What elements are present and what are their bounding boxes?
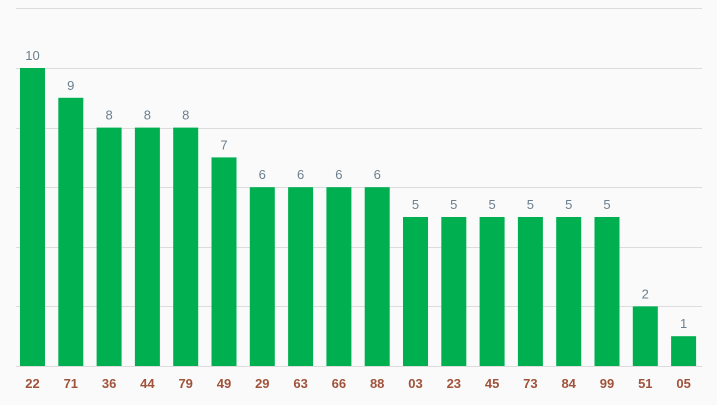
- bar-71: [58, 97, 84, 367]
- category-label-22: 22: [25, 376, 39, 391]
- value-label-84: 5: [565, 197, 572, 212]
- value-label-99: 5: [603, 197, 610, 212]
- bar-23: [441, 217, 467, 366]
- bar-84: [556, 217, 582, 366]
- bar-03: [403, 217, 428, 366]
- value-label-29: 6: [259, 167, 266, 182]
- value-label-22: 10: [25, 48, 39, 63]
- value-label-05: 1: [680, 316, 687, 331]
- grid-layer: [16, 8, 702, 367]
- category-label-29: 29: [255, 376, 269, 391]
- category-label-88: 88: [370, 376, 384, 391]
- category-label-05: 05: [676, 376, 690, 391]
- value-label-73: 5: [527, 197, 534, 212]
- bar-36: [96, 127, 122, 366]
- value-label-88: 6: [374, 167, 381, 182]
- value-label-71: 9: [67, 78, 74, 93]
- bar-73: [517, 217, 543, 366]
- bar-05: [671, 336, 697, 366]
- category-label-73: 73: [523, 376, 537, 391]
- category-label-36: 36: [102, 376, 116, 391]
- category-label-23: 23: [447, 376, 461, 391]
- category-label-71: 71: [64, 376, 78, 391]
- value-label-45: 5: [488, 197, 495, 212]
- value-label-79: 8: [182, 108, 189, 123]
- value-label-layer: 10 9 8 8 8 7 6 6 6 6 5 5 5 5 5 5 2 1: [25, 48, 687, 331]
- category-label-layer: 22 71 36 44 79 49 29 63 66 88 03 23 45 73 84 99 51 05: [25, 376, 691, 391]
- value-label-51: 2: [642, 286, 649, 301]
- bar-49: [211, 157, 237, 366]
- bar-63: [288, 187, 314, 366]
- bar-99: [594, 217, 620, 366]
- value-label-66: 6: [335, 167, 342, 182]
- value-label-63: 6: [297, 167, 304, 182]
- category-label-66: 66: [332, 376, 346, 391]
- category-label-51: 51: [638, 376, 652, 391]
- bar-22: [20, 68, 45, 366]
- bar-79: [173, 127, 199, 366]
- value-label-23: 5: [450, 197, 457, 212]
- category-label-49: 49: [217, 376, 231, 391]
- bar-88: [364, 187, 390, 366]
- category-label-44: 44: [140, 376, 155, 391]
- bar-51: [632, 306, 658, 366]
- category-label-99: 99: [600, 376, 614, 391]
- value-label-03: 5: [412, 197, 419, 212]
- value-label-49: 7: [220, 137, 227, 152]
- bar-layer: [20, 68, 697, 367]
- category-label-84: 84: [561, 376, 576, 391]
- bar-29: [249, 187, 275, 366]
- value-label-44: 8: [144, 108, 151, 123]
- category-label-79: 79: [178, 376, 192, 391]
- category-label-45: 45: [485, 376, 499, 391]
- value-label-36: 8: [105, 108, 112, 123]
- category-label-63: 63: [293, 376, 307, 391]
- bar-44: [134, 127, 160, 366]
- category-label-03: 03: [408, 376, 422, 391]
- bar-45: [479, 217, 505, 366]
- bar-66: [326, 187, 352, 366]
